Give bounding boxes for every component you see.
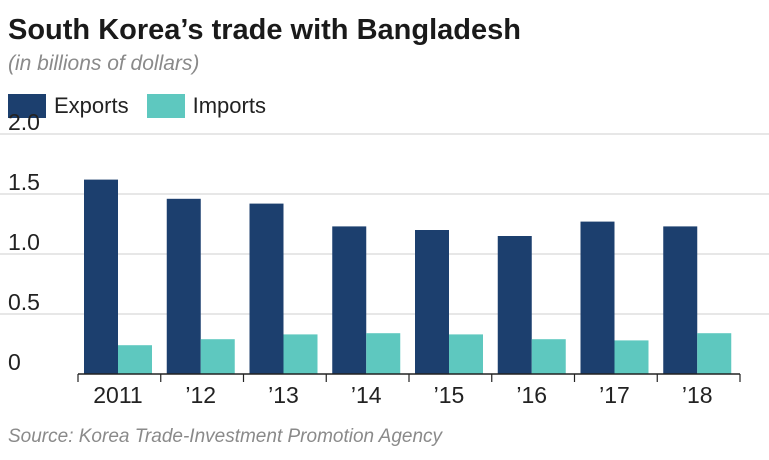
bar-exports xyxy=(249,203,284,374)
bar-exports xyxy=(332,226,367,374)
bar-exports xyxy=(84,179,118,374)
legend-item-imports: Imports xyxy=(146,93,266,119)
chart-subtitle: (in billions of dollars) xyxy=(8,52,200,75)
x-tick-label: ’17 xyxy=(599,382,630,408)
legend-swatch-exports xyxy=(8,94,46,118)
bar-imports xyxy=(614,340,649,374)
source-note: Source: Korea Trade-Investment Promotion… xyxy=(8,426,443,447)
y-tick-label: 1.5 xyxy=(8,169,40,195)
y-tick-label: 1.0 xyxy=(8,229,40,255)
x-tick-label: ’14 xyxy=(351,382,382,408)
x-tick-label: ’18 xyxy=(682,382,713,408)
x-tick-label: 2011 xyxy=(93,382,142,408)
bar-imports xyxy=(697,333,732,374)
legend-label-exports: Exports xyxy=(54,93,129,118)
bar-exports xyxy=(415,230,449,374)
chart-title: South Korea’s trade with Bangladesh xyxy=(8,14,521,46)
bar-imports xyxy=(366,333,401,374)
x-tick-label: ’13 xyxy=(268,382,299,408)
bar-imports xyxy=(118,345,152,374)
bar-imports xyxy=(531,339,566,374)
legend-swatch-imports xyxy=(146,94,185,118)
x-tick-label: ’12 xyxy=(185,382,216,408)
legend: Exports Imports xyxy=(8,93,284,119)
y-tick-label: 2.0 xyxy=(8,109,40,135)
legend-item-exports: Exports xyxy=(8,93,129,119)
bar-exports xyxy=(166,198,201,374)
legend-label-imports: Imports xyxy=(192,93,266,118)
y-tick-label: 0.5 xyxy=(8,289,40,315)
bar-exports xyxy=(663,226,698,374)
y-tick-label: 0 xyxy=(8,349,21,375)
bar-imports xyxy=(200,339,235,374)
bar-exports xyxy=(497,236,532,374)
bar-imports xyxy=(283,334,318,374)
x-tick-label: ’16 xyxy=(516,382,547,408)
x-tick-label: ’15 xyxy=(434,382,465,408)
bar-exports xyxy=(580,221,615,374)
bar-imports xyxy=(449,334,483,374)
